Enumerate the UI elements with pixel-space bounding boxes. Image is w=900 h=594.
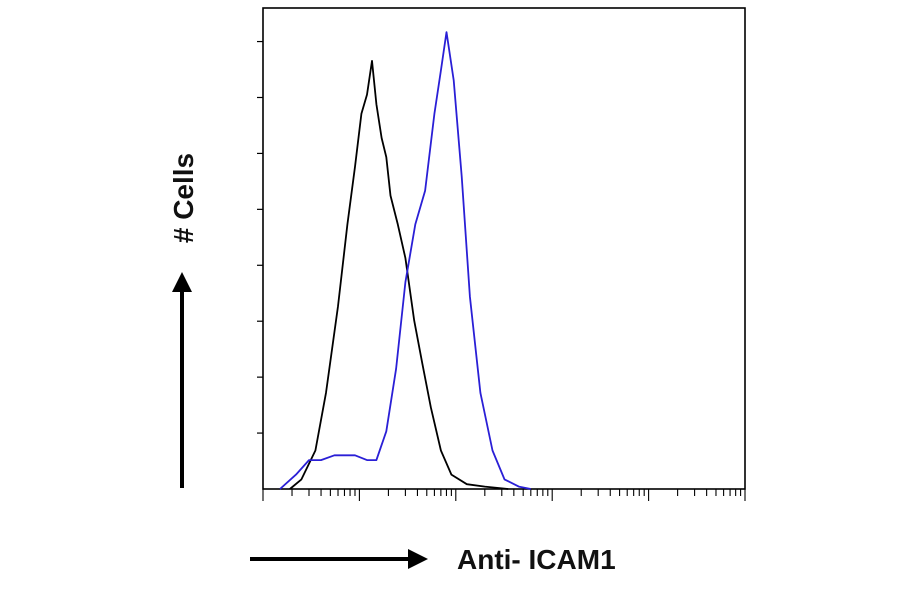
series-line-black <box>289 60 509 490</box>
series-layer <box>279 31 531 490</box>
y-axis-arrow <box>172 272 192 488</box>
series-line-blue <box>279 31 531 490</box>
x-axis-arrow <box>250 549 428 569</box>
x-axis-label: Anti- ICAM1 <box>457 544 616 575</box>
y-axis-label: # Cells <box>168 153 199 243</box>
x-axis-ticks <box>262 489 746 501</box>
plot-frame <box>262 7 746 490</box>
y-axis-ticks <box>257 40 263 434</box>
